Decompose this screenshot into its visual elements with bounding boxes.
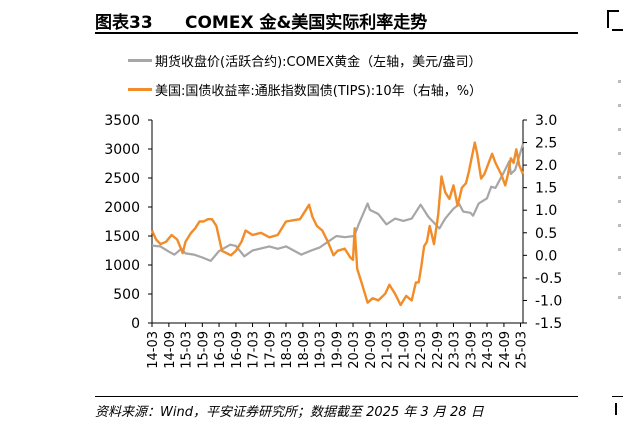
- x-tick-label: 16-09: [230, 331, 245, 369]
- y-right-tick-label: 1.0: [535, 203, 557, 219]
- x-tick-label: 24-09: [498, 331, 513, 369]
- x-tick-label: 15-09: [196, 331, 211, 369]
- y-left-tick-label: 3500: [104, 113, 140, 129]
- y-right-tick-label: 1.5: [535, 181, 557, 197]
- x-tick-label: 23-03: [447, 331, 462, 369]
- series-line-tips: [150, 141, 525, 307]
- figure-title-row: 图表33 COMEX 金&美国实际利率走势: [95, 6, 578, 34]
- y-right-tick-label: 2.5: [535, 136, 557, 152]
- legend-swatch-gold: [128, 59, 152, 62]
- x-tick-label: 19-03: [313, 331, 328, 369]
- series-line-gold: [151, 143, 525, 262]
- x-tick-label: 23-09: [464, 331, 479, 369]
- y-left-tick-label: 0: [131, 316, 140, 332]
- y-left-tick-label: 1500: [104, 229, 140, 245]
- x-tick-label: 22-09: [431, 331, 446, 369]
- adjacent-figure-edge: [607, 10, 619, 28]
- adjacent-figure-rule: [612, 29, 623, 31]
- x-tick-label: 14-03: [146, 331, 161, 369]
- x-tick-label: 20-09: [364, 331, 379, 369]
- x-tick-label: 22-03: [414, 331, 429, 369]
- x-tick-label: 25-03: [515, 331, 530, 369]
- adjacent-figure-footer-rule: [612, 396, 623, 397]
- y-right-tick-label: 2.0: [535, 158, 557, 174]
- figure-title: COMEX 金&美国实际利率走势: [185, 13, 428, 33]
- y-left-tick-label: 2500: [104, 171, 140, 187]
- y-left-tick-label: 2000: [104, 200, 140, 216]
- y-right-tick-label: 0.5: [535, 226, 557, 242]
- x-tick-label: 16-03: [213, 331, 228, 369]
- x-tick-label: 24-03: [481, 331, 496, 369]
- adjacent-figure-ticks: [618, 80, 622, 330]
- y-left-tick-label: 500: [113, 287, 140, 303]
- x-tick-label: 21-09: [397, 331, 412, 369]
- legend-label-tips: 美国:国债收益率:通胀指数国债(TIPS):10年（右轴，%）: [155, 84, 483, 99]
- y-right-tick-label: -0.5: [535, 271, 562, 287]
- x-tick-label: 20-03: [347, 331, 362, 369]
- x-tick-label: 21-03: [381, 331, 396, 369]
- legend-swatch-tips: [128, 88, 152, 91]
- figure-number: 图表33: [95, 13, 153, 33]
- line-chart: 0 500 1000 1500 2000 2500 3000 3500 -1.5 -1.0 -0.5…: [104, 113, 562, 369]
- adjacent-figure-source-edge: [615, 403, 623, 415]
- y-left-tick-label: 3000: [104, 142, 140, 158]
- y-left-tick-label: 1000: [104, 258, 140, 274]
- x-tick-label: 18-09: [297, 331, 312, 369]
- y-right-tick-label: 3.0: [535, 113, 557, 129]
- x-tick-label: 17-03: [247, 331, 262, 369]
- y-right-tick-label: -1.0: [535, 293, 562, 309]
- x-tick-label: 17-09: [263, 331, 278, 369]
- legend-label-gold: 期货收盘价(活跃合约):COMEX黄金（左轴，美元/盎司）: [155, 55, 482, 70]
- y-right-tick-label: 0.0: [535, 248, 557, 264]
- x-tick-label: 19-09: [330, 331, 345, 369]
- x-tick-label: 14-09: [163, 331, 178, 369]
- footer-divider: [95, 396, 578, 397]
- y-right-tick-label: -1.5: [535, 316, 562, 332]
- x-tick-label: 15-03: [179, 331, 194, 369]
- source-note: 资料来源：Wind，平安证券研究所；数据截至 2025 年 3 月 28 日: [95, 405, 484, 420]
- x-tick-label: 18-03: [280, 331, 295, 369]
